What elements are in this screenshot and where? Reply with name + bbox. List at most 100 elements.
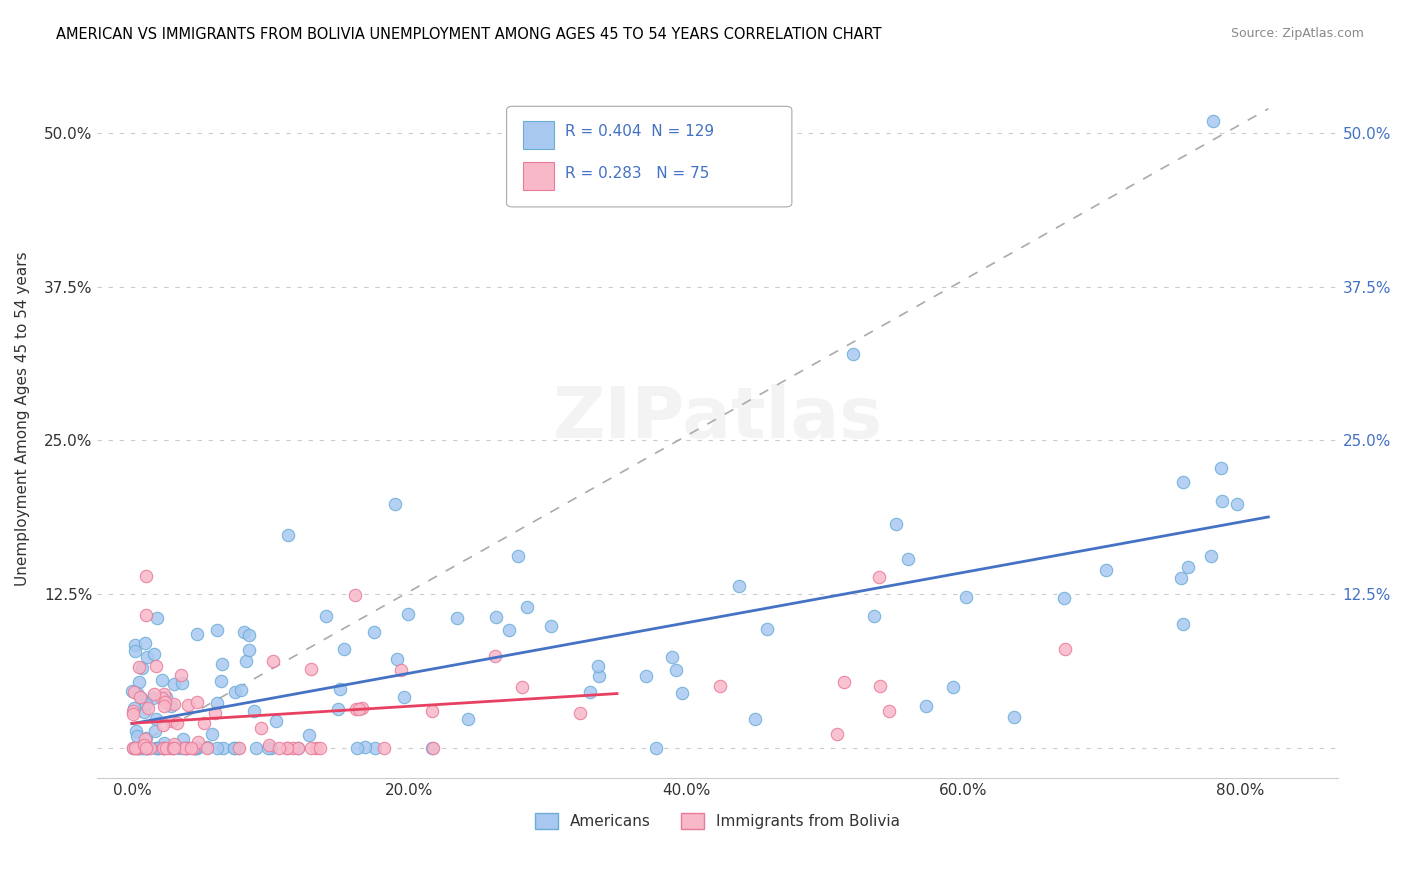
Point: [841, 347, 863, 361]
Point: [186, 695, 208, 709]
Point: [869, 679, 891, 693]
Point: [569, 706, 592, 720]
Point: [135, 698, 157, 712]
Point: [384, 497, 406, 511]
Point: [305, 740, 328, 755]
Point: [136, 701, 159, 715]
Point: [174, 740, 197, 755]
Point: [145, 712, 167, 726]
Point: [205, 740, 228, 755]
Point: [832, 674, 855, 689]
Point: [131, 740, 153, 755]
Point: [661, 650, 683, 665]
Point: [1226, 498, 1249, 512]
Point: [162, 740, 184, 755]
Point: [167, 740, 190, 755]
Point: [122, 706, 145, 721]
Point: [420, 740, 443, 755]
Legend: Americans, Immigrants from Bolivia: Americans, Immigrants from Bolivia: [529, 807, 907, 835]
Text: AMERICAN VS IMMIGRANTS FROM BOLIVIA UNEMPLOYMENT AMONG AGES 45 TO 54 YEARS CORRE: AMERICAN VS IMMIGRANTS FROM BOLIVIA UNEM…: [56, 27, 882, 42]
Point: [224, 740, 246, 755]
Point: [877, 704, 900, 718]
Point: [152, 718, 174, 732]
Point: [155, 740, 177, 755]
Point: [665, 663, 688, 677]
Point: [184, 740, 207, 755]
Point: [862, 609, 884, 624]
Point: [229, 683, 252, 698]
Point: [299, 740, 322, 755]
Point: [128, 659, 150, 673]
Point: [124, 638, 146, 652]
Point: [153, 698, 176, 713]
Point: [326, 702, 349, 716]
Point: [124, 740, 146, 755]
Point: [201, 727, 224, 741]
Point: [145, 740, 167, 755]
Point: [389, 663, 412, 677]
Y-axis label: Unemployment Among Ages 45 to 54 years: Unemployment Among Ages 45 to 54 years: [15, 252, 30, 586]
Point: [135, 568, 157, 582]
Point: [138, 740, 160, 755]
Point: [132, 705, 155, 719]
FancyBboxPatch shape: [523, 161, 554, 190]
Point: [287, 740, 309, 755]
Point: [267, 740, 290, 755]
Point: [238, 628, 260, 642]
Point: [131, 661, 153, 675]
Point: [245, 740, 267, 755]
Point: [392, 690, 415, 705]
Point: [152, 736, 174, 750]
Point: [181, 740, 204, 755]
Point: [354, 739, 377, 754]
Point: [148, 740, 170, 755]
Point: [122, 704, 145, 718]
Point: [233, 624, 256, 639]
Point: [396, 607, 419, 622]
Point: [283, 740, 305, 755]
Point: [127, 740, 149, 755]
Point: [184, 740, 207, 755]
Point: [1053, 642, 1076, 657]
Point: [163, 737, 186, 751]
Point: [579, 685, 602, 699]
Point: [146, 740, 169, 755]
Point: [172, 740, 194, 755]
Point: [212, 740, 235, 755]
Point: [588, 668, 610, 682]
Point: [1170, 571, 1192, 585]
Point: [827, 727, 849, 741]
Point: [172, 731, 194, 746]
Point: [153, 695, 176, 709]
Point: [1053, 591, 1076, 606]
Point: [134, 731, 156, 746]
Point: [176, 698, 198, 712]
FancyBboxPatch shape: [523, 120, 554, 150]
Point: [586, 659, 609, 673]
Point: [121, 683, 143, 698]
Point: [186, 626, 208, 640]
Point: [170, 667, 193, 681]
Point: [516, 600, 538, 615]
Point: [363, 624, 385, 639]
Point: [127, 729, 149, 743]
Point: [122, 740, 145, 755]
Point: [163, 677, 186, 691]
Point: [1209, 461, 1232, 475]
Point: [174, 740, 197, 755]
Point: [195, 740, 218, 755]
Point: [136, 740, 159, 755]
Point: [129, 740, 152, 755]
Point: [243, 704, 266, 718]
Point: [128, 690, 150, 704]
Point: [955, 591, 977, 605]
Point: [193, 715, 215, 730]
Point: [224, 740, 246, 755]
Point: [257, 740, 280, 755]
Point: [127, 685, 149, 699]
Point: [344, 702, 367, 716]
Point: [135, 740, 157, 755]
Point: [915, 698, 938, 713]
Point: [224, 685, 246, 699]
Point: [186, 740, 208, 755]
